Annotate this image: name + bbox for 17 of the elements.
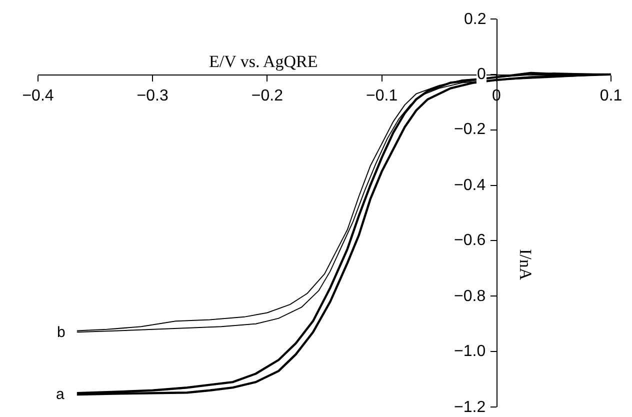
- y-tick-label: 0: [477, 66, 486, 83]
- series-label: b: [57, 324, 66, 341]
- x-tick-label: −0.1: [366, 88, 398, 105]
- y-tick-label: −0.2: [454, 121, 486, 138]
- x-tick-label: −0.2: [251, 88, 284, 105]
- y-axis-title: I/nA: [516, 248, 535, 281]
- x-axis-title: E/V vs. AgQRE: [209, 52, 318, 71]
- series-label: a: [56, 386, 65, 403]
- y-tick-label: −1.0: [454, 343, 486, 360]
- x-tick-label: −0.3: [136, 88, 168, 105]
- x-tick-label: 0.1: [600, 88, 622, 105]
- y-tick-label: 0.2: [464, 11, 486, 28]
- y-tick-label: −0.6: [454, 232, 486, 249]
- x-tick-label: −0.4: [22, 88, 54, 105]
- y-tick-label: −0.4: [454, 177, 486, 194]
- y-tick-label: −1.2: [454, 399, 486, 416]
- y-tick-label: −0.8: [454, 288, 486, 305]
